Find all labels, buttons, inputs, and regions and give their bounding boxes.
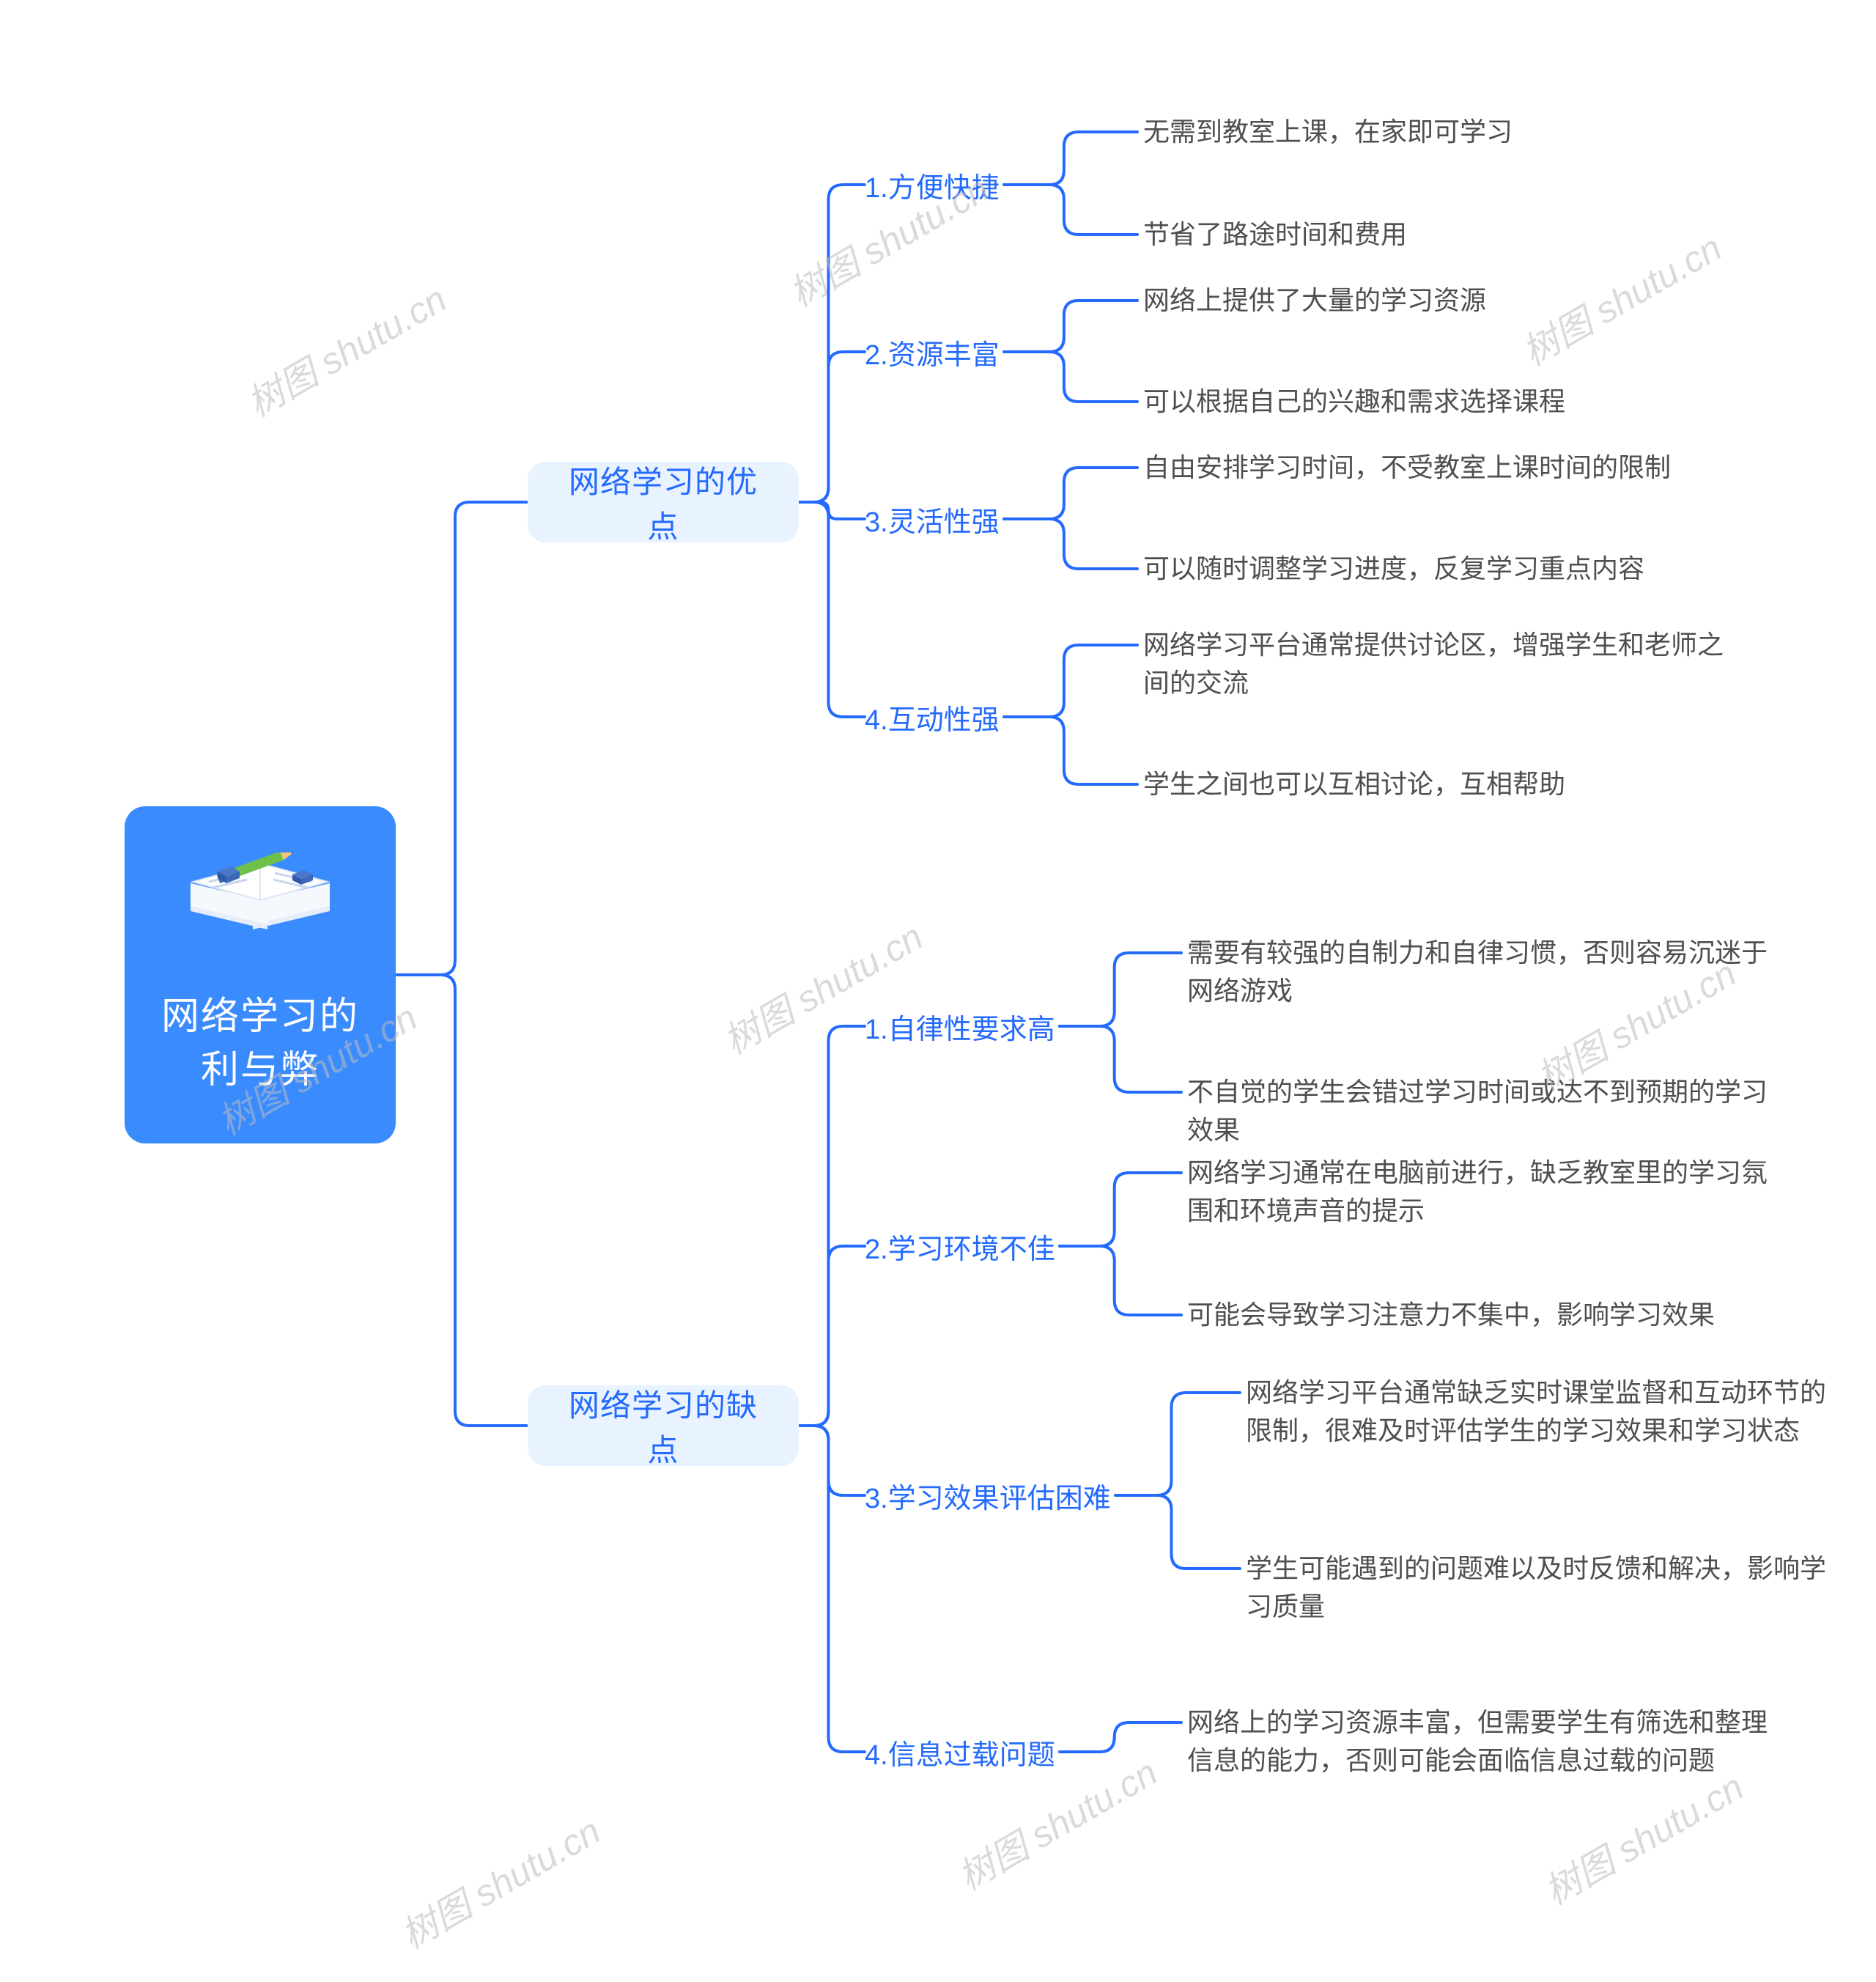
watermark: 树图 shutu.cn	[236, 270, 454, 427]
leaf-node[interactable]: 需要有较强的自制力和自律习惯，否则容易沉迷于网络游戏	[1187, 934, 1788, 1010]
leaf-text: 需要有较强的自制力和自律习惯，否则容易沉迷于网络游戏	[1187, 934, 1788, 1010]
sub-label: 2.学习环境不佳	[865, 1226, 1055, 1267]
leaf-node[interactable]: 学生可能遇到的问题难以及时反馈和解决，影响学习质量	[1246, 1550, 1847, 1626]
mindmap-canvas: 网络学习的 利与弊 网络学习的优点 网络学习的缺点 1.方便快捷 2.资源丰富 …	[0, 0, 1876, 1982]
leaf-node[interactable]: 可以随时调整学习进度，反复学习重点内容	[1143, 550, 1644, 588]
leaf-node[interactable]: 学生之间也可以互相讨论，互相帮助	[1143, 765, 1565, 803]
leaf-text: 网络学习平台通常提供讨论区，增强学生和老师之间的交流	[1143, 626, 1744, 702]
leaf-text: 无需到教室上课，在家即可学习	[1143, 113, 1513, 151]
sub-label: 3.灵活性强	[865, 499, 1000, 539]
leaf-text: 可能会导致学习注意力不集中，影响学习效果	[1187, 1296, 1715, 1334]
watermark: 树图 shutu.cn	[390, 1802, 608, 1959]
sub-node[interactable]: 4.互动性强	[865, 699, 1000, 734]
leaf-node[interactable]: 无需到教室上课，在家即可学习	[1143, 113, 1513, 151]
leaf-node[interactable]: 网络学习平台通常提供讨论区，增强学生和老师之间的交流	[1143, 626, 1744, 702]
leaf-text: 网络上提供了大量的学习资源	[1143, 281, 1486, 320]
leaf-node[interactable]: 网络学习平台通常缺乏实时课堂监督和互动环节的限制，很难及时评估学生的学习效果和学…	[1246, 1374, 1847, 1450]
book-icon	[187, 852, 333, 970]
sub-label: 3.学习效果评估困难	[865, 1476, 1111, 1516]
sub-node[interactable]: 2.学习环境不佳	[865, 1228, 1055, 1264]
leaf-text: 网络学习通常在电脑前进行，缺乏教室里的学习氛围和环境声音的提示	[1187, 1154, 1788, 1230]
leaf-text: 节省了路途时间和费用	[1143, 215, 1407, 254]
sub-label: 4.互动性强	[865, 697, 1000, 737]
leaf-text: 学生可能遇到的问题难以及时反馈和解决，影响学习质量	[1246, 1550, 1847, 1626]
watermark: 树图 shutu.cn	[1533, 1758, 1751, 1915]
leaf-text: 可以随时调整学习进度，反复学习重点内容	[1143, 550, 1644, 588]
sub-node[interactable]: 3.学习效果评估困难	[865, 1478, 1111, 1513]
leaf-node[interactable]: 网络上提供了大量的学习资源	[1143, 281, 1486, 320]
root-title-line2: 利与弊	[201, 1044, 320, 1097]
sub-label: 1.自律性要求高	[865, 1006, 1055, 1047]
leaf-node[interactable]: 网络学习通常在电脑前进行，缺乏教室里的学习氛围和环境声音的提示	[1187, 1154, 1788, 1230]
sub-node[interactable]: 1.自律性要求高	[865, 1009, 1055, 1044]
leaf-text: 网络上的学习资源丰富，但需要学生有筛选和整理信息的能力，否则可能会面临信息过载的…	[1187, 1703, 1788, 1780]
branch-label: 网络学习的缺点	[560, 1381, 767, 1470]
watermark: 树图 shutu.cn	[1511, 219, 1729, 376]
sub-node[interactable]: 3.灵活性强	[865, 501, 1000, 537]
leaf-text: 不自觉的学生会错过学习时间或达不到预期的学习效果	[1187, 1073, 1788, 1149]
sub-node[interactable]: 1.方便快捷	[865, 167, 1000, 202]
leaf-node[interactable]: 可能会导致学习注意力不集中，影响学习效果	[1187, 1296, 1715, 1334]
leaf-node[interactable]: 自由安排学习时间，不受教室上课时间的限制	[1143, 449, 1671, 487]
leaf-node[interactable]: 不自觉的学生会错过学习时间或达不到预期的学习效果	[1187, 1073, 1788, 1149]
leaf-node[interactable]: 节省了路途时间和费用	[1143, 215, 1407, 254]
leaf-node[interactable]: 网络上的学习资源丰富，但需要学生有筛选和整理信息的能力，否则可能会面临信息过载的…	[1187, 1703, 1788, 1780]
leaf-text: 学生之间也可以互相讨论，互相帮助	[1143, 765, 1565, 803]
branch-label: 网络学习的优点	[560, 457, 767, 547]
branch-advantages[interactable]: 网络学习的优点	[528, 462, 799, 542]
sub-label: 4.信息过载问题	[865, 1732, 1055, 1772]
root-node[interactable]: 网络学习的 利与弊	[125, 806, 396, 1143]
root-title-line1: 网络学习的	[161, 990, 359, 1044]
sub-label: 1.方便快捷	[865, 165, 1000, 205]
sub-label: 2.资源丰富	[865, 332, 1000, 372]
leaf-text: 网络学习平台通常缺乏实时课堂监督和互动环节的限制，很难及时评估学生的学习效果和学…	[1246, 1374, 1847, 1450]
branch-disadvantages[interactable]: 网络学习的缺点	[528, 1385, 799, 1466]
sub-node[interactable]: 2.资源丰富	[865, 334, 1000, 369]
leaf-node[interactable]: 可以根据自己的兴趣和需求选择课程	[1143, 383, 1565, 421]
sub-node[interactable]: 4.信息过载问题	[865, 1734, 1055, 1769]
leaf-text: 可以根据自己的兴趣和需求选择课程	[1143, 383, 1565, 421]
leaf-text: 自由安排学习时间，不受教室上课时间的限制	[1143, 449, 1671, 487]
